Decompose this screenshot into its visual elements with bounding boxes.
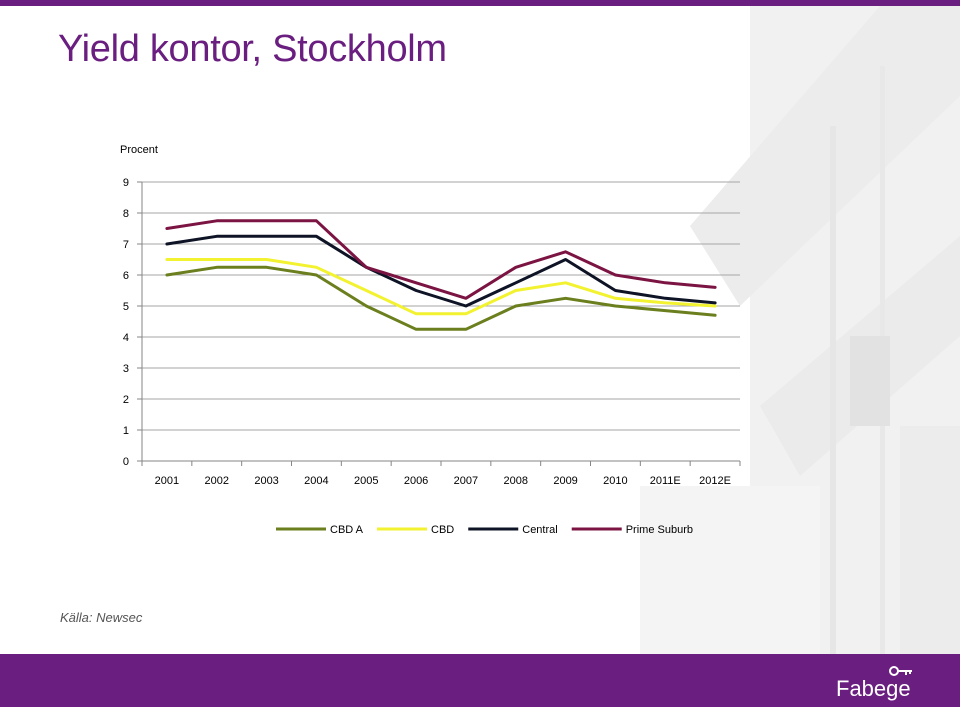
y-tick-label: 3 bbox=[123, 363, 129, 375]
y-tick-label: 8 bbox=[123, 208, 129, 220]
x-tick-label-2003: 2003 bbox=[254, 475, 278, 487]
fabege-logo: Fabege bbox=[836, 666, 912, 701]
x-tick-label-2012E: 2012E bbox=[699, 475, 731, 487]
y-tick-label: 6 bbox=[123, 270, 129, 282]
y-tick-label: 0 bbox=[123, 456, 129, 468]
svg-text:Fabege: Fabege bbox=[836, 676, 911, 701]
background-building-image bbox=[600, 6, 960, 654]
grid-lines bbox=[142, 181, 740, 431]
x-tick-labels: 2001 2002 2003 2004 2005 2006 2007 2008 2009 2010… bbox=[155, 475, 731, 487]
page-title: Yield kontor, Stockholm bbox=[58, 28, 447, 70]
series-lines bbox=[165, 219, 717, 331]
y-axis-label: Procent bbox=[120, 144, 158, 156]
x-tick-label-2008: 2008 bbox=[504, 475, 528, 487]
source-note: Källa: Newsec bbox=[60, 610, 143, 625]
series-line-cbd bbox=[165, 258, 717, 316]
legend-label-cbd: CBD bbox=[431, 524, 454, 536]
legend-label-central: Central bbox=[522, 524, 557, 536]
x-tick-label-2006: 2006 bbox=[404, 475, 428, 487]
x-tick-label-2001: 2001 bbox=[155, 475, 179, 487]
x-tick-label-2009: 2009 bbox=[553, 475, 577, 487]
footer-bar: Fabege bbox=[0, 654, 960, 707]
x-tick-label-2002: 2002 bbox=[205, 475, 229, 487]
x-tick-label-2007: 2007 bbox=[454, 475, 478, 487]
y-tick-label: 7 bbox=[123, 239, 129, 251]
legend: CBD A CBD Central Prime Suburb bbox=[276, 524, 693, 536]
x-tick-label-2010: 2010 bbox=[603, 475, 627, 487]
series-line-cbd-a bbox=[165, 265, 717, 331]
y-tick-label: 4 bbox=[123, 332, 129, 344]
x-tick-label-2005: 2005 bbox=[354, 475, 378, 487]
x-tick-label-2011E: 2011E bbox=[650, 475, 681, 487]
axes bbox=[137, 181, 741, 466]
legend-label-cbd-a: CBD A bbox=[330, 524, 364, 536]
y-tick-label: 2 bbox=[123, 394, 129, 406]
series-line-central bbox=[165, 234, 717, 308]
legend-label-prime-suburb: Prime Suburb bbox=[626, 524, 693, 536]
top-accent-bar bbox=[0, 0, 960, 6]
y-tick-label: 9 bbox=[123, 177, 129, 189]
x-tick-label-2004: 2004 bbox=[304, 475, 328, 487]
y-tick-label: 1 bbox=[123, 425, 129, 437]
series-line-prime-suburb bbox=[165, 219, 717, 300]
y-tick-label: 5 bbox=[123, 301, 129, 313]
y-tick-labels: 0 1 2 3 4 5 6 7 8 9 bbox=[123, 177, 129, 468]
